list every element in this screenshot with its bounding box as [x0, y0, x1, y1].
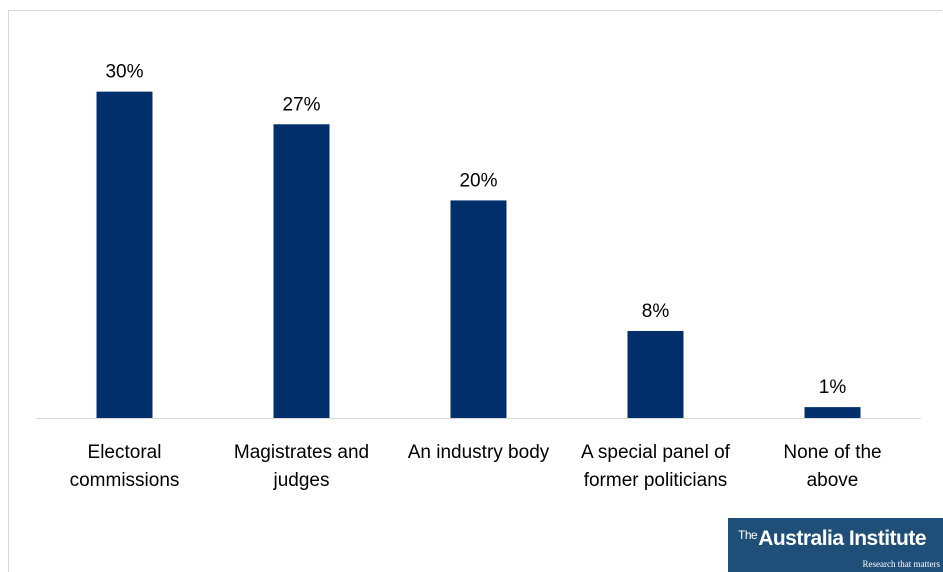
value-label-1: 30%	[105, 62, 143, 83]
value-label-4: 8%	[642, 301, 670, 322]
logo-tagline: Research that matters	[862, 559, 940, 569]
bar-3	[450, 200, 507, 418]
logo-name: Australia Institute	[758, 527, 927, 550]
category-label-4: A special panel of former politicians	[581, 442, 731, 491]
bar-1	[96, 91, 153, 419]
chart-frame	[8, 10, 942, 572]
category-label-line: An industry body	[408, 442, 550, 463]
australia-institute-logo: TheAustralia Institute Research that mat…	[728, 518, 943, 572]
bar-4	[627, 330, 684, 418]
category-label-1: Electoral commissions	[70, 442, 180, 491]
logo-wordmark: TheAustralia Institute	[738, 527, 927, 551]
category-label-line: Electoral	[88, 442, 162, 463]
category-label-line: None of the	[783, 442, 881, 463]
value-label-3: 20%	[459, 170, 497, 191]
category-label-line: A special panel of	[581, 442, 731, 463]
category-label-3: An industry body	[408, 442, 550, 463]
category-label-2: Magistrates and judges	[234, 442, 369, 491]
category-label-line: Magistrates and	[234, 442, 369, 463]
category-label-line: judges	[273, 470, 330, 491]
category-label-line: commissions	[70, 470, 180, 491]
category-label-line: above	[807, 470, 859, 491]
bars-group	[96, 91, 861, 419]
value-labels-group: 30% 27% 20% 8% 1%	[105, 62, 846, 398]
bar-2	[273, 124, 330, 418]
value-label-2: 27%	[282, 94, 320, 115]
bar-5	[804, 407, 861, 418]
logo-prefix: The	[738, 528, 758, 542]
category-label-5: None of the above	[783, 442, 881, 491]
value-label-5: 1%	[819, 377, 847, 398]
category-labels-group: Electoral commissions Magistrates and judge…	[70, 442, 882, 491]
category-label-line: former politicians	[584, 470, 728, 491]
